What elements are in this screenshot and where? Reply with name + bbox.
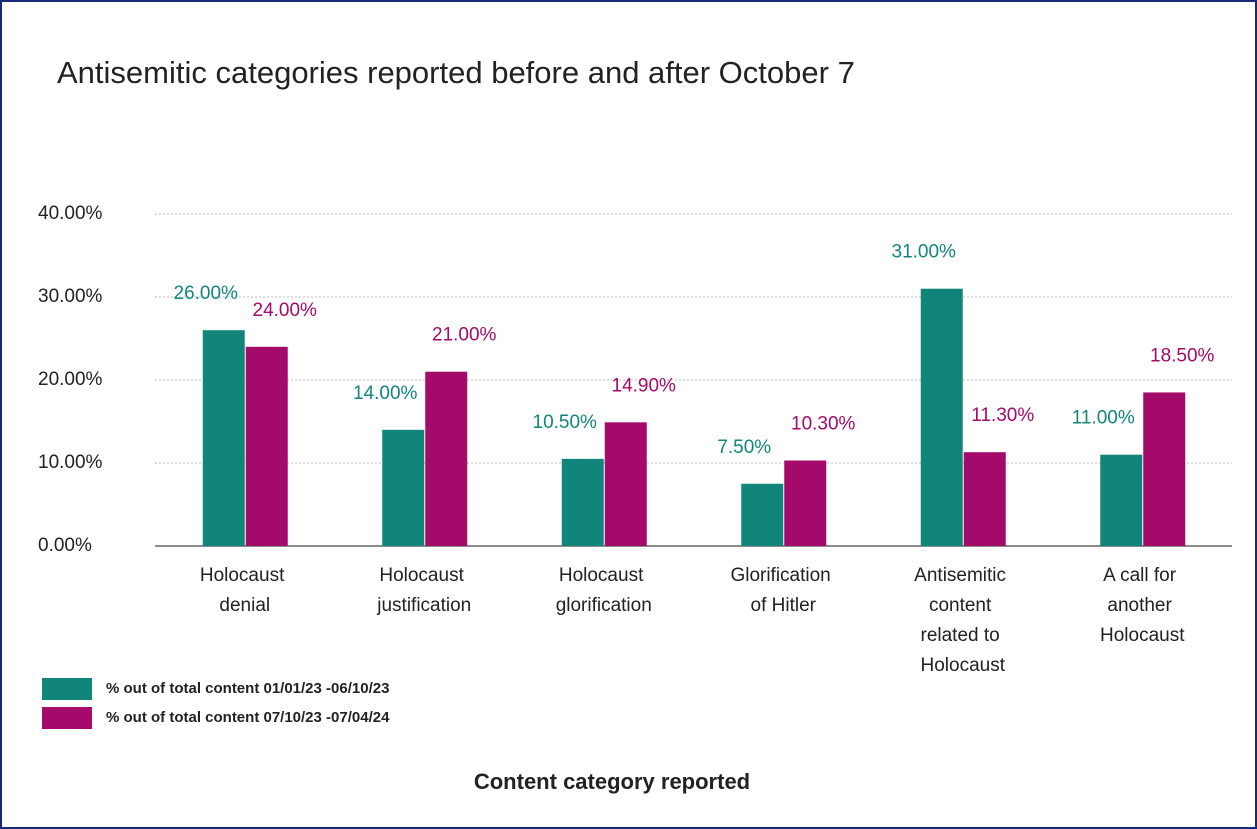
- value-label: 10.30%: [791, 414, 856, 435]
- y-tick-label: 0.00%: [38, 535, 92, 556]
- bar: [245, 346, 288, 546]
- legend-swatch: [42, 678, 92, 700]
- x-tick-label: Holocaust justification: [376, 565, 471, 616]
- bar: [382, 429, 425, 546]
- value-label: 11.30%: [971, 405, 1034, 426]
- bar: [425, 371, 468, 546]
- value-label: 11.00%: [1072, 408, 1135, 429]
- bar: [741, 483, 784, 546]
- value-label: 14.00%: [353, 383, 418, 404]
- value-label: 10.50%: [533, 412, 598, 433]
- legend-label: % out of total content 01/01/23 -06/10/2…: [106, 680, 389, 697]
- x-tick-label: Holocaust denial: [200, 565, 290, 616]
- x-tick-label: Holocaust glorification: [556, 565, 652, 616]
- bar: [1100, 454, 1143, 546]
- value-label: 18.50%: [1150, 345, 1215, 366]
- x-tick-label: Antisemitic content related to Holocaust: [914, 565, 1011, 676]
- x-tick-label: A call for another Holocaust: [1100, 565, 1185, 646]
- bar: [920, 288, 963, 546]
- y-tick-label: 40.00%: [38, 203, 103, 224]
- value-label: 31.00%: [892, 242, 957, 263]
- value-label: 26.00%: [174, 283, 239, 304]
- bar: [784, 460, 827, 546]
- value-label: 21.00%: [432, 325, 497, 346]
- value-label: 14.90%: [612, 375, 677, 396]
- bar: [1143, 392, 1186, 546]
- legend-label: % out of total content 07/10/23 -07/04/2…: [106, 709, 390, 726]
- y-tick-label: 20.00%: [38, 369, 103, 390]
- bar: [963, 452, 1006, 546]
- bar: [561, 458, 604, 546]
- y-tick-label: 10.00%: [38, 452, 103, 473]
- value-label: 7.50%: [717, 437, 771, 458]
- bar: [202, 330, 245, 546]
- legend-swatch: [42, 707, 92, 729]
- bar: [604, 422, 647, 546]
- y-tick-label: 30.00%: [38, 286, 103, 307]
- x-axis-title: Content category reported: [474, 769, 750, 794]
- chart-title: Antisemitic categories reported before a…: [57, 55, 855, 90]
- x-tick-label: Glorification of Hitler: [730, 565, 836, 616]
- value-label: 24.00%: [253, 300, 318, 321]
